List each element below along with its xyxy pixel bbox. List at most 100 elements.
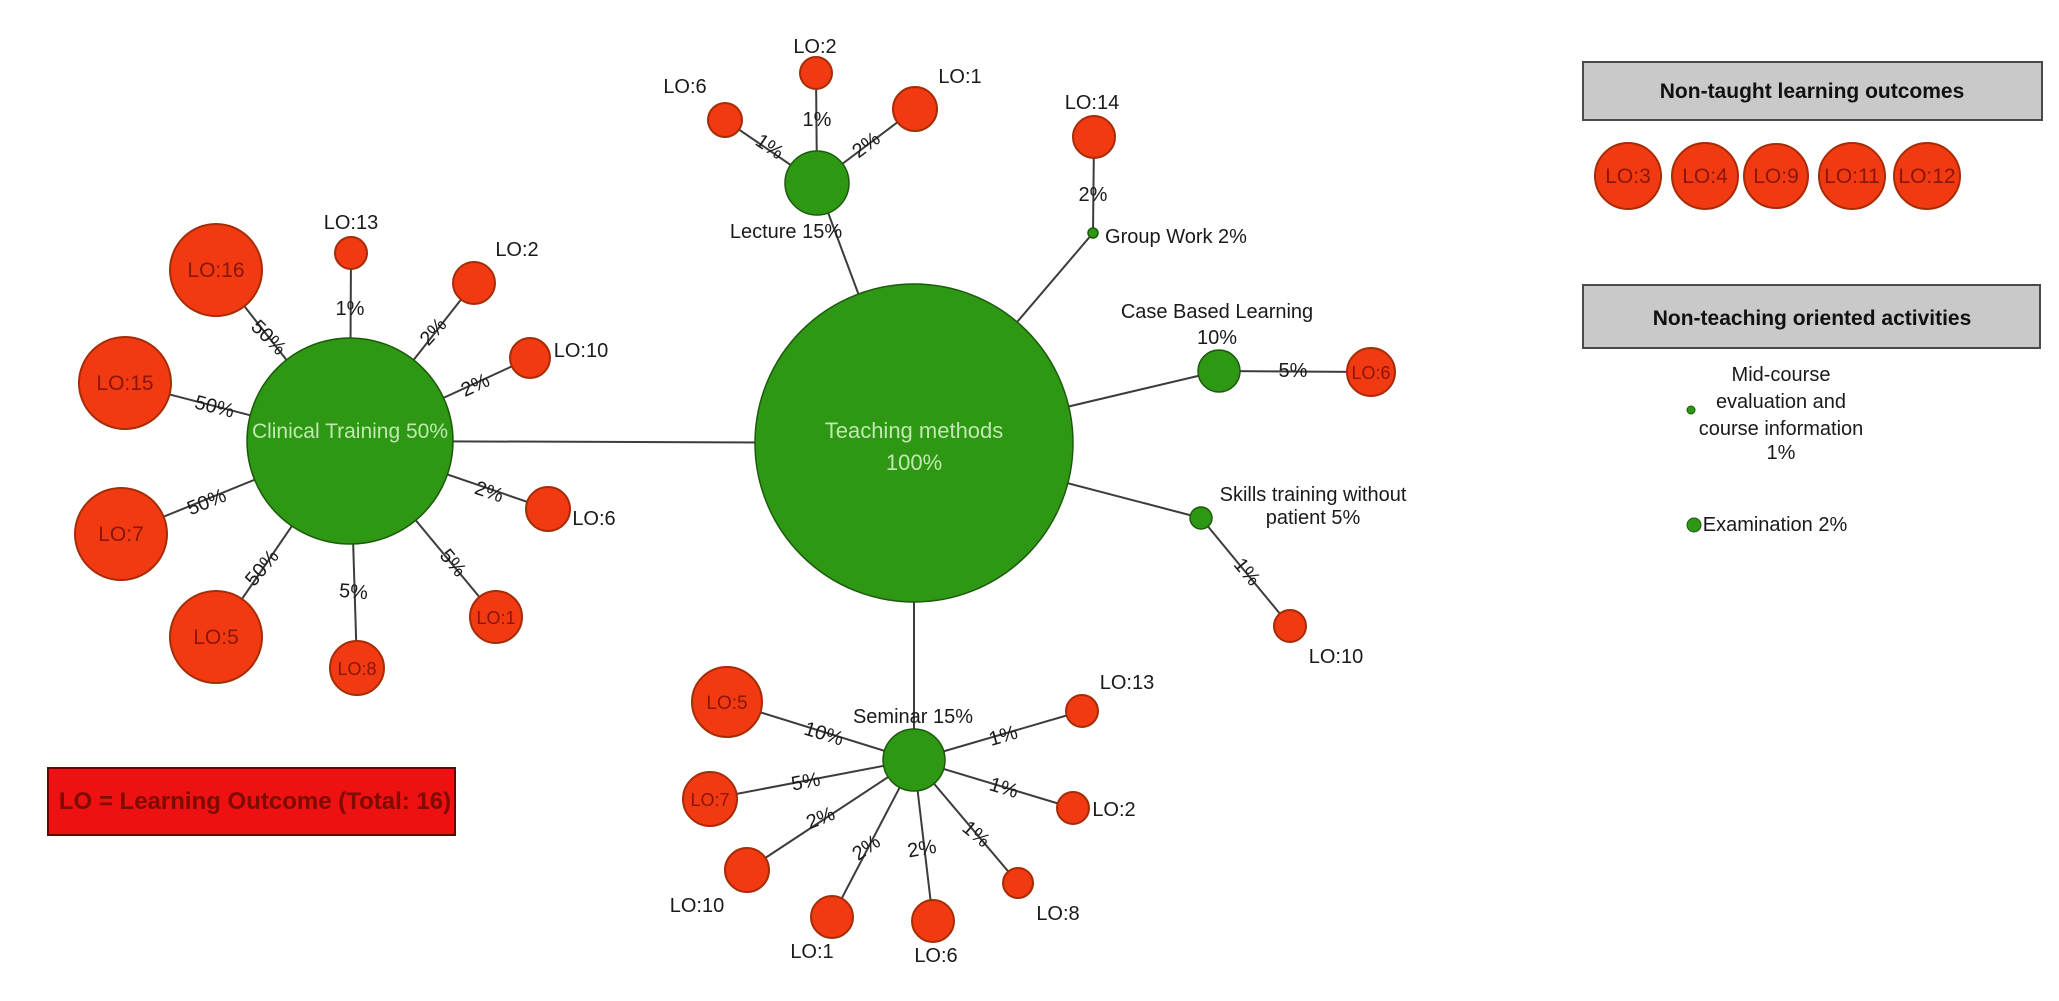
activity-node-lecture (784, 150, 850, 216)
node-label-sk-lo10: LO:10 (1309, 646, 1363, 668)
outcome-node-lo14 (1072, 115, 1116, 159)
legend-item-label: 1% (1767, 442, 1796, 464)
legend-outcome-label: LO:11 (1824, 165, 1880, 188)
legend-outcome-label: LO:3 (1605, 165, 1651, 188)
outcome-node-lec-lo6 (707, 102, 743, 138)
outcome-node-cl-lo10 (509, 337, 551, 379)
outcome-node-cl-lo16 (169, 223, 263, 317)
legend-title-1: Non-teaching oriented activities (1653, 307, 1972, 330)
legend-activity-dot-1-1 (1686, 517, 1702, 533)
node-label-cl-lo2: LO:2 (495, 239, 538, 261)
legend-outcome-node-lo-3 (1594, 142, 1662, 210)
node-label-cbl: Case Based Learning (1121, 301, 1313, 323)
outcome-node-cl-lo15 (78, 336, 172, 430)
node-label-sem-lo8: LO:8 (1036, 903, 1079, 925)
legend-outcome-label: LO:12 (1898, 165, 1955, 188)
node-label-cl-lo1: LO:1 (476, 608, 515, 628)
outcome-node-sem-lo13 (1065, 694, 1099, 728)
node-label-seminar: Seminar 15% (853, 706, 973, 728)
edge-seminar-sem-lo7 (709, 759, 915, 800)
legend-box-0 (1582, 61, 2043, 121)
outcome-node-lec-lo1 (892, 86, 938, 132)
outcome-node-lec-lo2 (799, 56, 833, 90)
edge-label-clinical-cl-lo5: 50% (241, 546, 284, 591)
activity-node-seminar (882, 728, 946, 792)
outcome-node-cbl-lo6 (1346, 347, 1396, 397)
activity-node-skills (1189, 506, 1213, 530)
node-label-lo14: LO:14 (1065, 92, 1119, 114)
legend-title-0: Non-taught learning outcomes (1660, 80, 1965, 103)
edge-label-seminar-sem-lo13: 1% (986, 722, 1020, 751)
activity-node-groupwork (1087, 227, 1099, 239)
legend-outcome-label: LO:9 (1753, 165, 1799, 188)
node-label-cl-lo7: LO:7 (98, 523, 144, 546)
legend-item-label: course information (1699, 418, 1864, 440)
edge-label-seminar-sem-lo7: 5% (790, 769, 823, 796)
node-label-cl-lo5: LO:5 (193, 626, 239, 649)
node-label-cbl-lo6: LO:6 (1351, 363, 1390, 383)
node-label-cbl: 10% (1197, 327, 1237, 349)
legend-outcome-label: LO:4 (1682, 165, 1728, 188)
edge-label-clinical-cl-lo7: 50% (184, 485, 230, 520)
node-label-lec-lo1: LO:1 (938, 66, 981, 88)
outcome-node-cl-lo2 (452, 261, 496, 305)
node-label-sem-lo10: LO:10 (670, 895, 724, 917)
edge-cbl-cbl-lo6 (1218, 370, 1372, 373)
outcome-node-cl-lo13 (334, 236, 368, 270)
edge-label-seminar-sem-lo1: 2% (848, 831, 884, 866)
edge-label-seminar-sem-lo5: 10% (801, 718, 846, 751)
node-label-cl-lo6: LO:6 (572, 508, 615, 530)
outcome-node-cl-lo5 (169, 590, 263, 684)
activity-node-clinical (246, 337, 454, 545)
node-label-sem-lo7: LO:7 (690, 790, 729, 810)
legend-item-label: evaluation and (1716, 391, 1846, 413)
outcome-node-cl-lo8 (329, 640, 385, 696)
outcome-node-sem-lo10 (724, 847, 770, 893)
node-label-sem-lo6: LO:6 (914, 945, 957, 967)
node-label-cl-lo10: LO:10 (554, 340, 608, 362)
node-label-lec-lo2: LO:2 (793, 36, 836, 58)
legend-outcome-node-lo-12 (1893, 142, 1961, 210)
node-label-skills: Skills training without (1220, 484, 1407, 506)
activity-node-tm (754, 283, 1074, 603)
node-label-skills: patient 5% (1266, 507, 1361, 529)
node-label-sem-lo5: LO:5 (706, 693, 747, 714)
node-label-tm: 100% (886, 450, 942, 475)
edge-skills-sk-lo10 (1200, 517, 1291, 627)
edge-label-clinical-cl-lo16: 50% (246, 316, 290, 360)
node-label-cl-lo8: LO:8 (337, 659, 376, 679)
outcome-node-sem-lo7 (682, 771, 738, 827)
node-label-cl-lo15: LO:15 (96, 372, 153, 395)
edge-label-clinical-cl-lo15: 50% (192, 392, 236, 423)
node-label-sem-lo2: LO:2 (1092, 799, 1135, 821)
edge-label-seminar-sem-lo2: 1% (987, 774, 1021, 804)
legend-outcome-node-lo-9 (1743, 143, 1809, 209)
node-label-sem-lo13: LO:13 (1100, 672, 1154, 694)
edge-label-clinical-cl-lo10: 2% (458, 369, 494, 401)
legend-box-1 (1582, 284, 2041, 349)
node-label-tm: Teaching methods (825, 418, 1004, 443)
edge-label-clinical-cl-lo8: 5% (338, 580, 369, 604)
edge-label-seminar-sem-lo6: 2% (906, 836, 939, 863)
outcome-node-cl-lo7 (74, 487, 168, 581)
note-box (47, 767, 456, 836)
edge-label-lecture-lec-lo1: 2% (848, 128, 884, 163)
legend-outcome-node-lo-11 (1818, 142, 1886, 210)
outcome-node-cl-lo1 (469, 590, 523, 644)
edge-label-lecture-lec-lo2: 1% (803, 109, 832, 131)
legend-item-label: Examination 2% (1703, 514, 1848, 536)
node-label-clinical: Clinical Training 50% (252, 420, 448, 443)
note-label: LO = Learning Outcome (Total: 16) (59, 788, 451, 815)
node-label-lec-lo6: LO:6 (663, 76, 706, 98)
edge-label-clinical-cl-lo13: 1% (336, 298, 365, 320)
edge-label-cbl-cbl-lo6: 5% (1279, 360, 1308, 382)
edge-label-groupwork-lo14: 2% (1079, 184, 1108, 206)
outcome-node-sem-lo1 (810, 895, 854, 939)
legend-outcome-node-lo-4 (1671, 142, 1739, 210)
node-label-cl-lo13: LO:13 (324, 212, 378, 234)
node-label-lecture: Lecture 15% (730, 221, 843, 243)
legend-activity-dot-1-0 (1686, 405, 1696, 415)
outcome-node-sk-lo10 (1273, 609, 1307, 643)
